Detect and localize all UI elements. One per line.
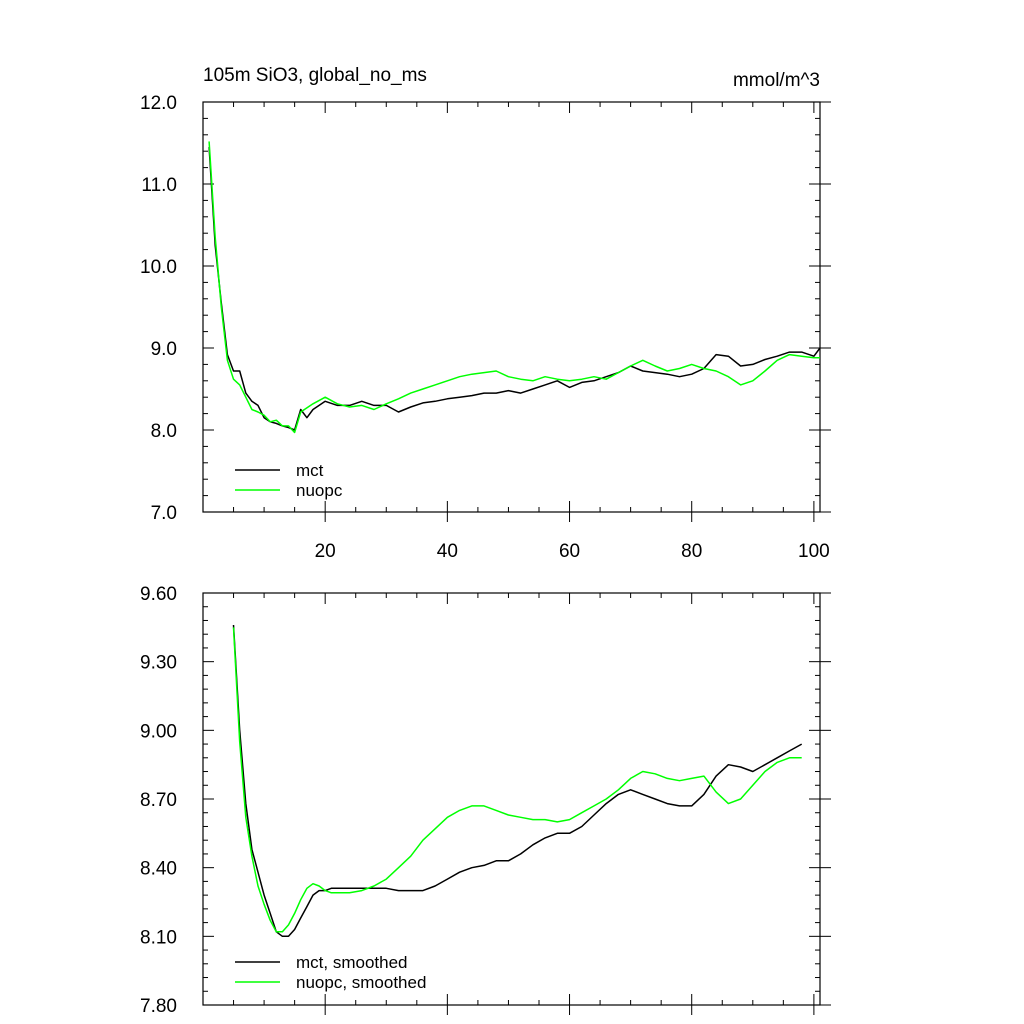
bottom-series-group xyxy=(232,624,803,938)
top-x-tick-label: 60 xyxy=(559,541,580,562)
bottom-y-tick-label: 9.30 xyxy=(140,653,177,674)
bottom-y-tick-label: 8.70 xyxy=(140,790,177,811)
bottom-plot-frame xyxy=(202,592,821,1006)
bottom-series-line-nuopc-smoothed xyxy=(232,627,802,933)
top-plot-frame xyxy=(202,101,821,513)
bottom-y-tick-label: 8.40 xyxy=(140,859,177,880)
top-legend: mct nuopc xyxy=(235,461,343,500)
top-series-group xyxy=(208,141,821,434)
top-x-tick-label: 20 xyxy=(315,541,336,562)
top-y-tick-label: 10.0 xyxy=(140,257,177,278)
legend-label-mct: mct xyxy=(296,461,324,480)
top-y-tick-label: 11.0 xyxy=(141,175,177,196)
top-chart-panel: 105m SiO3, global_no_ms mmol/m^3 20 40 60 8… xyxy=(140,65,831,562)
bottom-legend: mct, smoothed nuopc, smoothed xyxy=(235,953,426,992)
units-label: mmol/m^3 xyxy=(733,70,820,91)
top-y-tick-label: 9.0 xyxy=(151,339,177,360)
top-x-tick-label: 100 xyxy=(798,541,830,562)
bottom-axis-ticks: 7.80 8.10 8.40 8.70 9.00 9.30 9.60 xyxy=(140,584,831,1017)
legend-label-mct-smoothed: mct, smoothed xyxy=(296,953,408,972)
top-axis-ticks: 20 40 60 80 100 7.0 8.0 9.0 10.0 11.0 12.0 xyxy=(140,93,831,562)
top-x-tick-label: 40 xyxy=(437,541,458,562)
bottom-y-tick-label: 8.10 xyxy=(140,927,177,948)
top-y-tick-label: 7.0 xyxy=(151,503,177,524)
chart-title: 105m SiO3, global_no_ms xyxy=(203,65,427,86)
top-y-tick-label: 8.0 xyxy=(151,421,177,442)
bottom-y-tick-label: 9.60 xyxy=(140,584,177,605)
legend-label-nuopc: nuopc xyxy=(296,481,343,500)
top-series-line-nuopc xyxy=(208,141,820,434)
bottom-series-line-mct-smoothed xyxy=(232,624,803,938)
bottom-chart-panel: 7.80 8.10 8.40 8.70 9.00 9.30 9.60 mct, smooth… xyxy=(140,584,831,1017)
legend-label-nuopc-smoothed: nuopc, smoothed xyxy=(296,973,426,992)
bottom-y-tick-label: 9.00 xyxy=(140,721,177,742)
top-y-tick-label: 12.0 xyxy=(140,93,177,114)
bottom-y-tick-label: 7.80 xyxy=(140,996,177,1017)
top-series-line-mct xyxy=(208,147,821,431)
top-x-tick-label: 80 xyxy=(681,541,702,562)
